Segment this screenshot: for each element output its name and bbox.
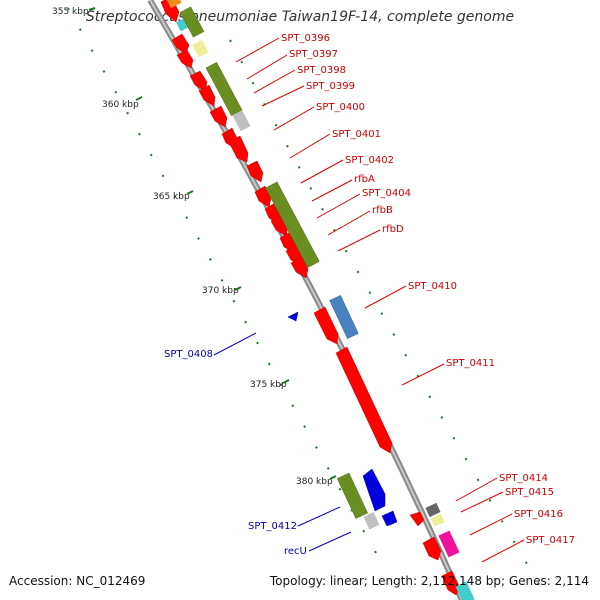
topology-label: Topology: linear; Length: 2,112,148 bp; … [269, 574, 589, 588]
scale-label-360: 360 kbp [102, 100, 139, 110]
gene-arrow [171, 33, 190, 55]
scale-label-370: 370 kbp [202, 286, 239, 296]
scale-label-365: 365 kbp [153, 192, 190, 202]
accession-label: Accession: NC_012469 [9, 574, 146, 588]
gene-label: SPT_0414 [499, 473, 548, 484]
forward-gene-labels: SPT_0396 SPT_0397 SPT_0398 SPT_0399 SPT_… [281, 33, 575, 546]
gene-arrow [335, 346, 393, 454]
gene-arrow [362, 468, 386, 512]
reverse-label-leaders [213, 332, 352, 552]
gene-label: SPT_0412 [248, 521, 297, 532]
gene-label: rfbD [382, 224, 404, 235]
gene-arrow [209, 105, 228, 128]
gene-label: SPT_0400 [316, 102, 365, 113]
gene-label: rfbA [354, 174, 375, 185]
cds-bar [265, 181, 320, 268]
cds-bar [205, 62, 243, 116]
scale-label-375: 375 kbp [250, 380, 287, 390]
gene-arrow [290, 256, 309, 279]
forward-label-leaders [235, 37, 525, 563]
gene-label: SPT_0415 [505, 487, 554, 498]
gene-label: SPT_0408 [164, 349, 213, 360]
reverse-genes [287, 311, 398, 527]
gene-label: SPT_0417 [526, 535, 575, 546]
gene-arrow [381, 510, 398, 527]
gene-label: SPT_0411 [446, 358, 495, 369]
gene-arrow [228, 135, 249, 163]
gene-label: SPT_0404 [362, 188, 411, 199]
gene-label: rfbB [372, 205, 393, 216]
scale-label-380: 380 kbp [296, 477, 333, 487]
gene-arrow [422, 536, 442, 561]
reverse-gene-labels: SPT_0408 SPT_0412 recU [164, 349, 307, 557]
forward-genes [160, 0, 461, 596]
gene-label: SPT_0402 [345, 155, 394, 166]
gene-label: SPT_0398 [297, 65, 346, 76]
gene-label: SPT_0399 [306, 81, 355, 92]
gene-arrow [409, 511, 425, 527]
gene-label: SPT_0416 [514, 509, 563, 520]
cds-features [179, 6, 368, 519]
gene-arrow [287, 311, 299, 322]
gene-label: SPT_0401 [332, 129, 381, 140]
gene-arrow [176, 49, 194, 69]
gene-arrow [198, 84, 216, 107]
gene-arrow [189, 70, 208, 92]
gene-label: recU [284, 546, 307, 557]
cds-bar [179, 6, 205, 38]
scale-labels: 355 kbp 360 kbp 365 kbp 370 kbp 375 kbp … [52, 7, 333, 487]
gene-arrow [313, 306, 339, 345]
gene-arrow [246, 160, 264, 183]
gene-label: SPT_0410 [408, 281, 457, 292]
gene-label: SPT_0397 [289, 49, 338, 60]
scale-label-355: 355 kbp [52, 7, 89, 17]
cds-bar [336, 472, 368, 519]
gene-label: SPT_0396 [281, 33, 330, 44]
